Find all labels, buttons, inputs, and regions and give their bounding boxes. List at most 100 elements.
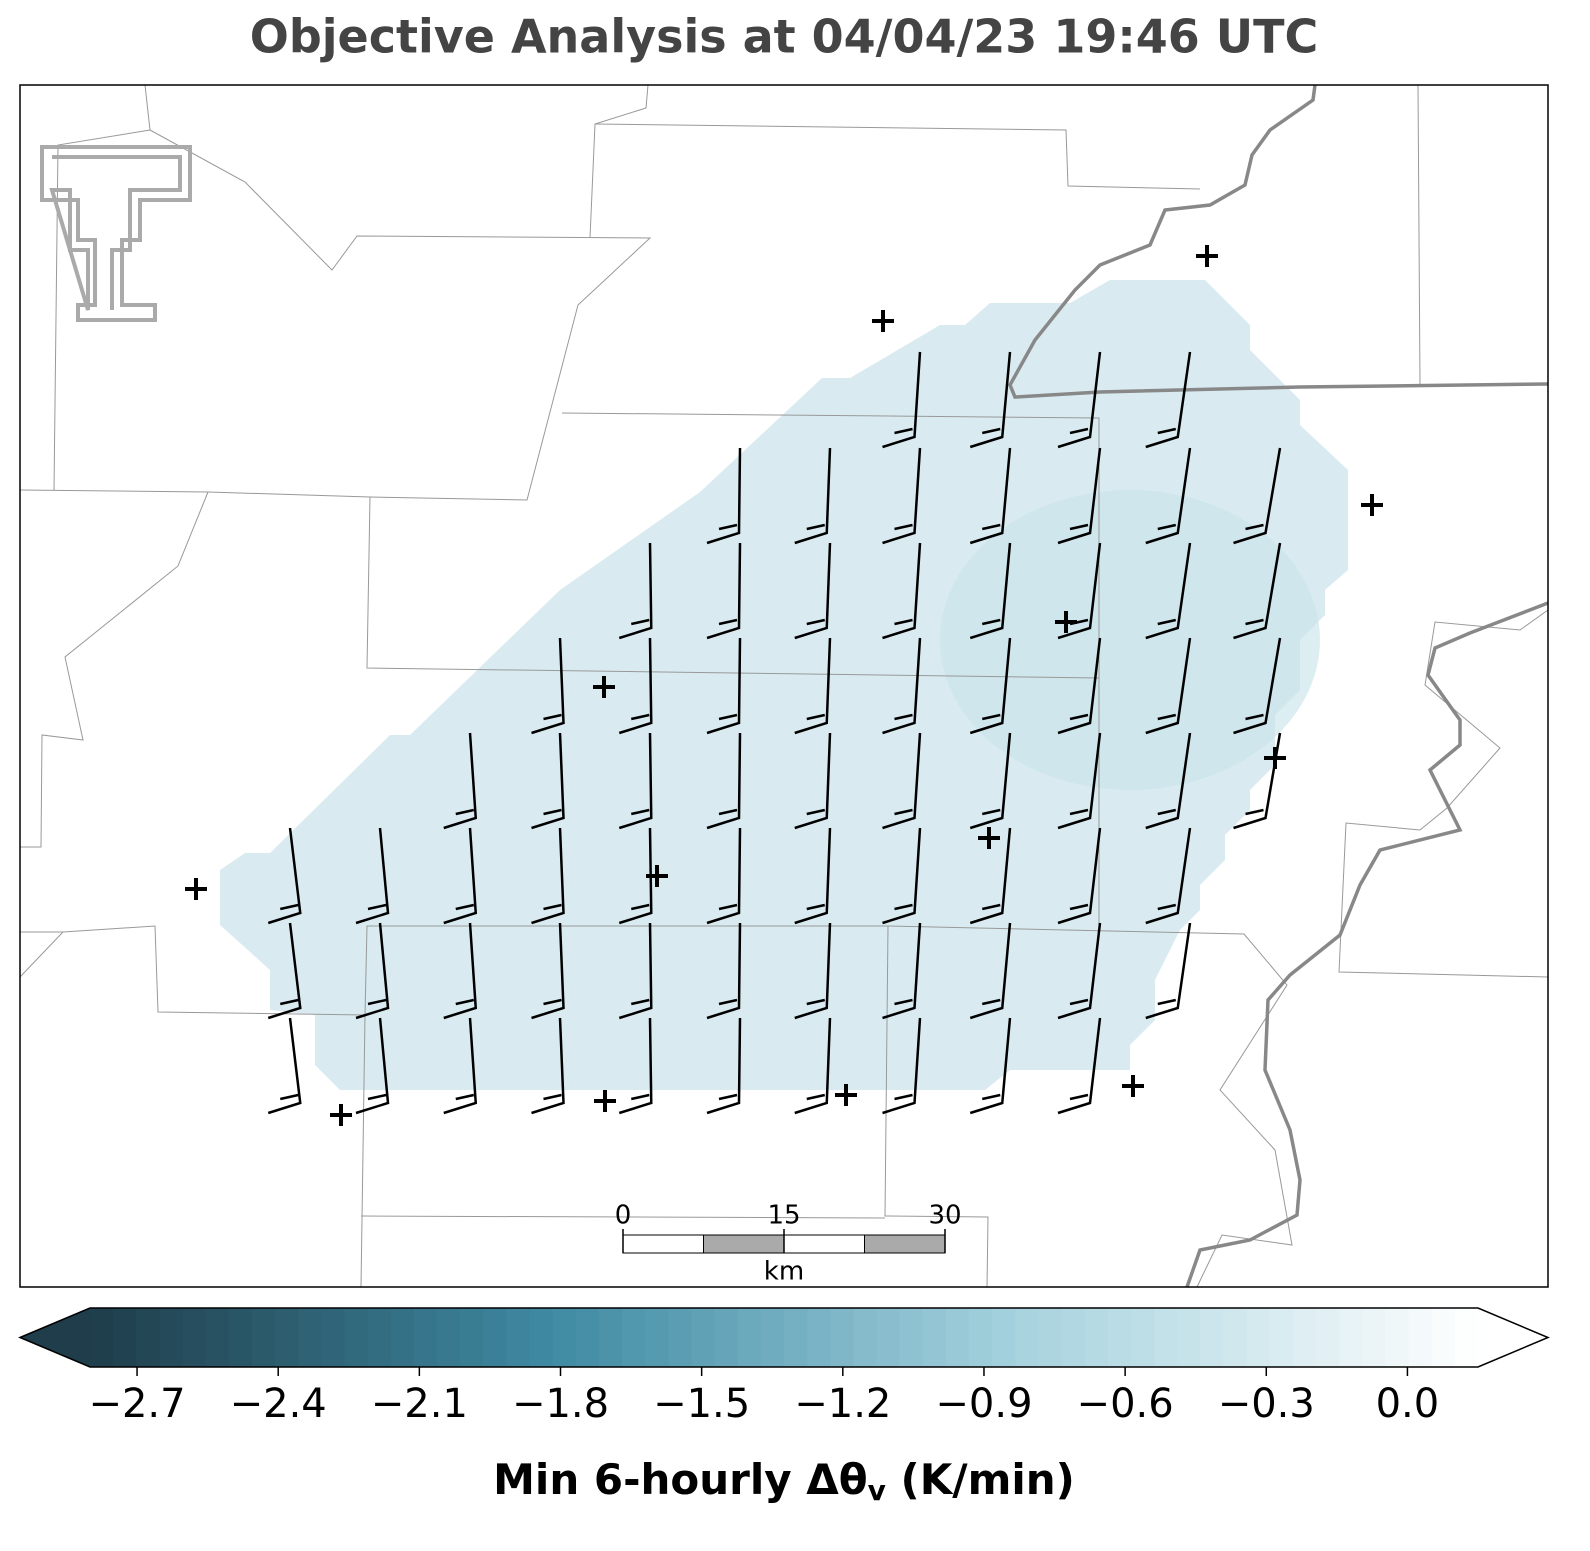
colorbar-band [1177,1308,1201,1367]
station-marker [1361,494,1383,516]
boundary [360,1014,366,1288]
wind-barb [882,827,922,925]
colorbar-band [1154,1308,1178,1367]
boundary [20,491,209,848]
colorbar-band [1454,1308,1479,1367]
colorbar-band [228,1308,253,1367]
colorbar-band [437,1308,461,1367]
colorbar-band [691,1308,716,1367]
station-marker [1122,1075,1144,1097]
wind-barb [618,637,653,735]
wind-barb [969,1017,1012,1115]
wind-barb [706,637,742,735]
colorbar-band [992,1308,1016,1367]
wind-barb [618,1017,653,1115]
colorbar-band [460,1308,484,1367]
wind-barb [1145,732,1192,830]
colorbar-band [1408,1308,1433,1367]
colorbar-band [784,1308,808,1367]
wind-barb [882,447,922,545]
colorbar-band [321,1308,346,1367]
station-marker [978,827,1000,849]
station-marker [646,865,668,887]
colorbar-tick-label: −1.5 [653,1381,750,1427]
scale-tick-label: 15 [767,1201,800,1231]
wind-barb [1057,447,1102,545]
colorbar-band [506,1308,531,1367]
colorbar-band [1362,1308,1387,1367]
wind-barb [531,922,565,1020]
colorbar-band [390,1308,415,1367]
wind-barb [618,732,653,830]
colorbar-band [737,1308,762,1367]
colorbar-band [483,1308,507,1367]
wind-barb [1057,732,1102,830]
wind-barb [1233,637,1282,735]
colorbar-tick-label: −0.9 [935,1381,1032,1427]
colorbar-band [668,1308,693,1367]
colorbar-band [1339,1308,1363,1367]
colorbar-extend-high [1478,1308,1548,1367]
label-unit: (K/min) [886,1455,1075,1504]
colorbar-tick-label: −0.6 [1077,1381,1174,1427]
colorbar-outline [18,1307,1550,1368]
wind-barb [267,922,302,1020]
wind-barb [1145,922,1192,1020]
station-marker [1196,245,1218,267]
wind-barb [969,637,1012,735]
map: 0 15 30 km [19,84,1549,1288]
colorbar-extend-low [20,1308,90,1367]
colorbar-band [251,1308,276,1367]
colorbar-tick-label: −1.2 [794,1381,891,1427]
river [1185,601,1549,1288]
wind-barb [531,1017,565,1115]
colorbar-band [714,1308,739,1367]
colorbar-band [1269,1308,1294,1367]
boundary [589,84,649,239]
boundary [1338,609,1549,978]
colorbar: −2.7 −2.4 −2.1 −1.8 −1.5 −1.2 −0.9 −0.6 −0.3 0.0 [18,1307,1550,1427]
wind-barb [355,922,390,1020]
wind-barb [531,732,565,830]
analysis-field [220,280,1348,1090]
colorbar-band [113,1308,137,1367]
scale-tick-label: 0 [615,1201,632,1231]
wind-barb [969,351,1012,449]
wind-barb [794,922,832,1020]
wind-barb [355,827,390,925]
wind-barb [1145,447,1192,545]
colorbar-band [1084,1308,1109,1367]
colorbar-band [899,1308,924,1367]
wind-barb [1057,351,1102,449]
wind-barb [794,827,832,925]
colorbar-band [876,1308,901,1367]
wind-barb [443,922,478,1020]
boundary [19,84,652,501]
wind-barb [443,732,478,830]
wind-barb [882,351,922,449]
wind-barb [618,542,653,640]
wind-barb [794,637,832,735]
wind-barb [1145,637,1192,735]
colorbar-band [344,1308,369,1367]
colorbar-band [205,1308,230,1367]
label-main: Min 6-hourly Δθ [493,1455,868,1504]
station-marker [330,1104,352,1126]
station-marker [835,1084,857,1106]
wind-barb [267,1017,302,1115]
wind-barb [882,1017,922,1115]
wind-barb [618,922,653,1020]
wind-barb [794,447,832,545]
colorbar-tick-label: −0.3 [1218,1381,1315,1427]
colorbar-band [136,1308,160,1367]
logo-inner [49,155,182,311]
wind-barb [443,1017,478,1115]
wind-barb [706,922,742,1020]
wind-barb [1145,351,1192,449]
wind-barbs [267,351,1282,1115]
wind-barb [1057,827,1102,925]
wind-barb [618,827,653,925]
colorbar-band [598,1308,623,1367]
stations [185,245,1383,1126]
